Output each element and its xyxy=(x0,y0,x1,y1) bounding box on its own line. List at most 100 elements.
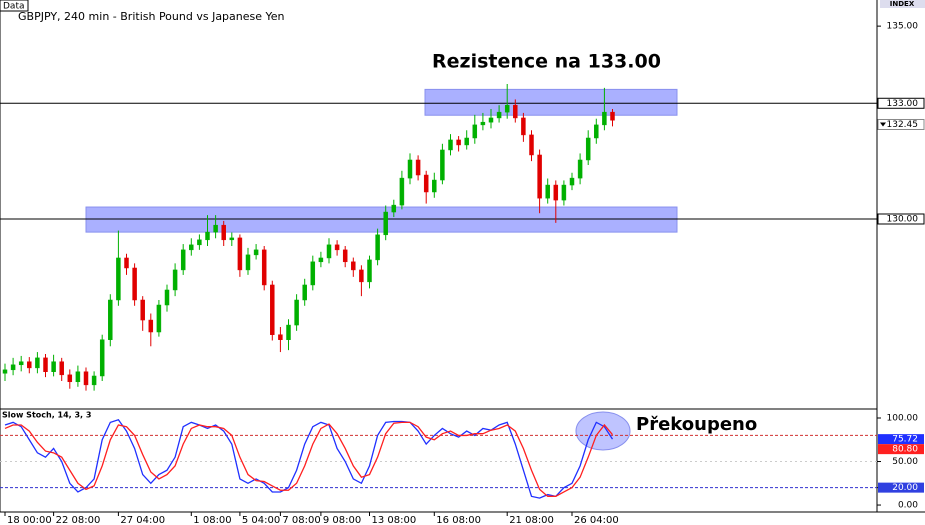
candle-body xyxy=(407,159,413,179)
candle-body xyxy=(75,371,81,383)
candle-body xyxy=(569,177,575,186)
candle-body xyxy=(2,369,8,374)
candle-body xyxy=(326,244,332,259)
zone xyxy=(85,206,678,233)
x-tick-label: 18 00:00 xyxy=(7,515,52,525)
current-price-label: 132.45 xyxy=(887,120,919,130)
candle-body xyxy=(67,374,73,383)
chart-title: GBPJPY, 240 min - British Pound vs Japan… xyxy=(18,10,285,23)
candle-body xyxy=(213,224,218,233)
x-tick-label: 1 08:00 xyxy=(193,515,231,525)
x-tick-label: 7 08:00 xyxy=(282,515,320,525)
candle-body xyxy=(164,289,170,306)
candle-body xyxy=(10,364,16,371)
zone xyxy=(424,88,678,116)
candle-body xyxy=(610,111,615,121)
candle-body xyxy=(229,237,235,241)
candle-body xyxy=(156,304,162,333)
last-value-label: 75.72 xyxy=(892,435,918,445)
candle-body xyxy=(43,357,48,372)
x-tick-label: 5 04:00 xyxy=(242,515,280,525)
candle-body xyxy=(577,159,583,179)
candle-body xyxy=(488,117,494,123)
x-tick-label: 13 08:00 xyxy=(372,515,417,525)
annotation: Rezistence na 133.00 xyxy=(432,51,661,73)
candle-body xyxy=(59,361,64,376)
candle-body xyxy=(51,361,56,372)
y-tick-label: 20.00 xyxy=(892,483,918,493)
candle-body xyxy=(116,257,121,301)
candle-body xyxy=(35,357,40,369)
candle-body xyxy=(545,184,550,199)
candle-body xyxy=(342,249,348,263)
candle-body xyxy=(383,211,388,236)
candle-body xyxy=(594,124,599,139)
candle-body xyxy=(351,261,356,271)
corner-box xyxy=(880,0,925,8)
candle-body xyxy=(172,269,178,291)
highlight xyxy=(575,411,631,451)
candle-body xyxy=(496,111,502,119)
candle-body xyxy=(108,299,113,340)
x-tick-label: 9 08:00 xyxy=(323,515,361,525)
candle-body xyxy=(472,124,478,139)
candle-body xyxy=(504,104,510,113)
candle-body xyxy=(180,249,186,271)
candle-body xyxy=(99,339,105,377)
candle-body xyxy=(318,257,324,263)
candle-body xyxy=(302,284,307,301)
candle-body xyxy=(367,259,372,283)
indicator-title: Slow Stoch, 14, 3, 3 xyxy=(2,411,91,420)
candle-body xyxy=(553,184,559,201)
y-tick-label: 135.00 xyxy=(887,22,919,32)
candle-body xyxy=(294,299,299,326)
candle-body xyxy=(91,375,97,386)
level-label-box xyxy=(877,213,925,225)
candle-body xyxy=(415,159,421,176)
candle-body xyxy=(237,237,243,271)
last-value-label: 80.80 xyxy=(892,445,918,455)
candle-body xyxy=(521,117,526,136)
candle-body xyxy=(270,284,275,335)
candle-body xyxy=(529,134,534,156)
last-value-box xyxy=(878,444,924,455)
candle-body xyxy=(221,224,226,241)
stoch-line xyxy=(4,418,614,499)
last-value-box xyxy=(878,434,924,445)
candle-body xyxy=(464,137,469,146)
level-label-box xyxy=(878,482,924,493)
candle-body xyxy=(278,334,283,340)
tab-label[interactable]: Data xyxy=(3,2,25,12)
candle-body xyxy=(27,361,32,369)
stoch-line xyxy=(4,421,613,497)
candle-body xyxy=(140,299,145,321)
x-tick-label: 27 04:00 xyxy=(120,515,165,525)
corner-label: INDEX xyxy=(890,0,915,8)
candle-body xyxy=(253,249,259,256)
candle-body xyxy=(480,121,486,126)
candle-body xyxy=(391,204,397,213)
candle-body xyxy=(440,149,445,181)
candle-body xyxy=(334,244,340,251)
candle-body xyxy=(423,174,429,193)
candle-body xyxy=(83,371,89,386)
y-tick-label: 100.00 xyxy=(887,414,919,424)
tab[interactable] xyxy=(0,0,29,12)
candle-body xyxy=(513,104,518,119)
candle-body xyxy=(132,267,137,301)
candle-body xyxy=(18,361,24,366)
candle-body xyxy=(124,257,129,269)
x-tick-label: 21 08:00 xyxy=(509,515,554,525)
candle-body xyxy=(399,177,405,206)
candle-body xyxy=(189,244,194,251)
candle-body xyxy=(432,179,437,193)
current-price-box xyxy=(877,118,925,130)
current-price-marker xyxy=(880,122,886,127)
candle-body xyxy=(602,111,607,126)
candle-body xyxy=(197,239,202,246)
candle-body xyxy=(456,139,461,146)
candle-body xyxy=(148,319,154,333)
level-label-box xyxy=(877,97,925,109)
